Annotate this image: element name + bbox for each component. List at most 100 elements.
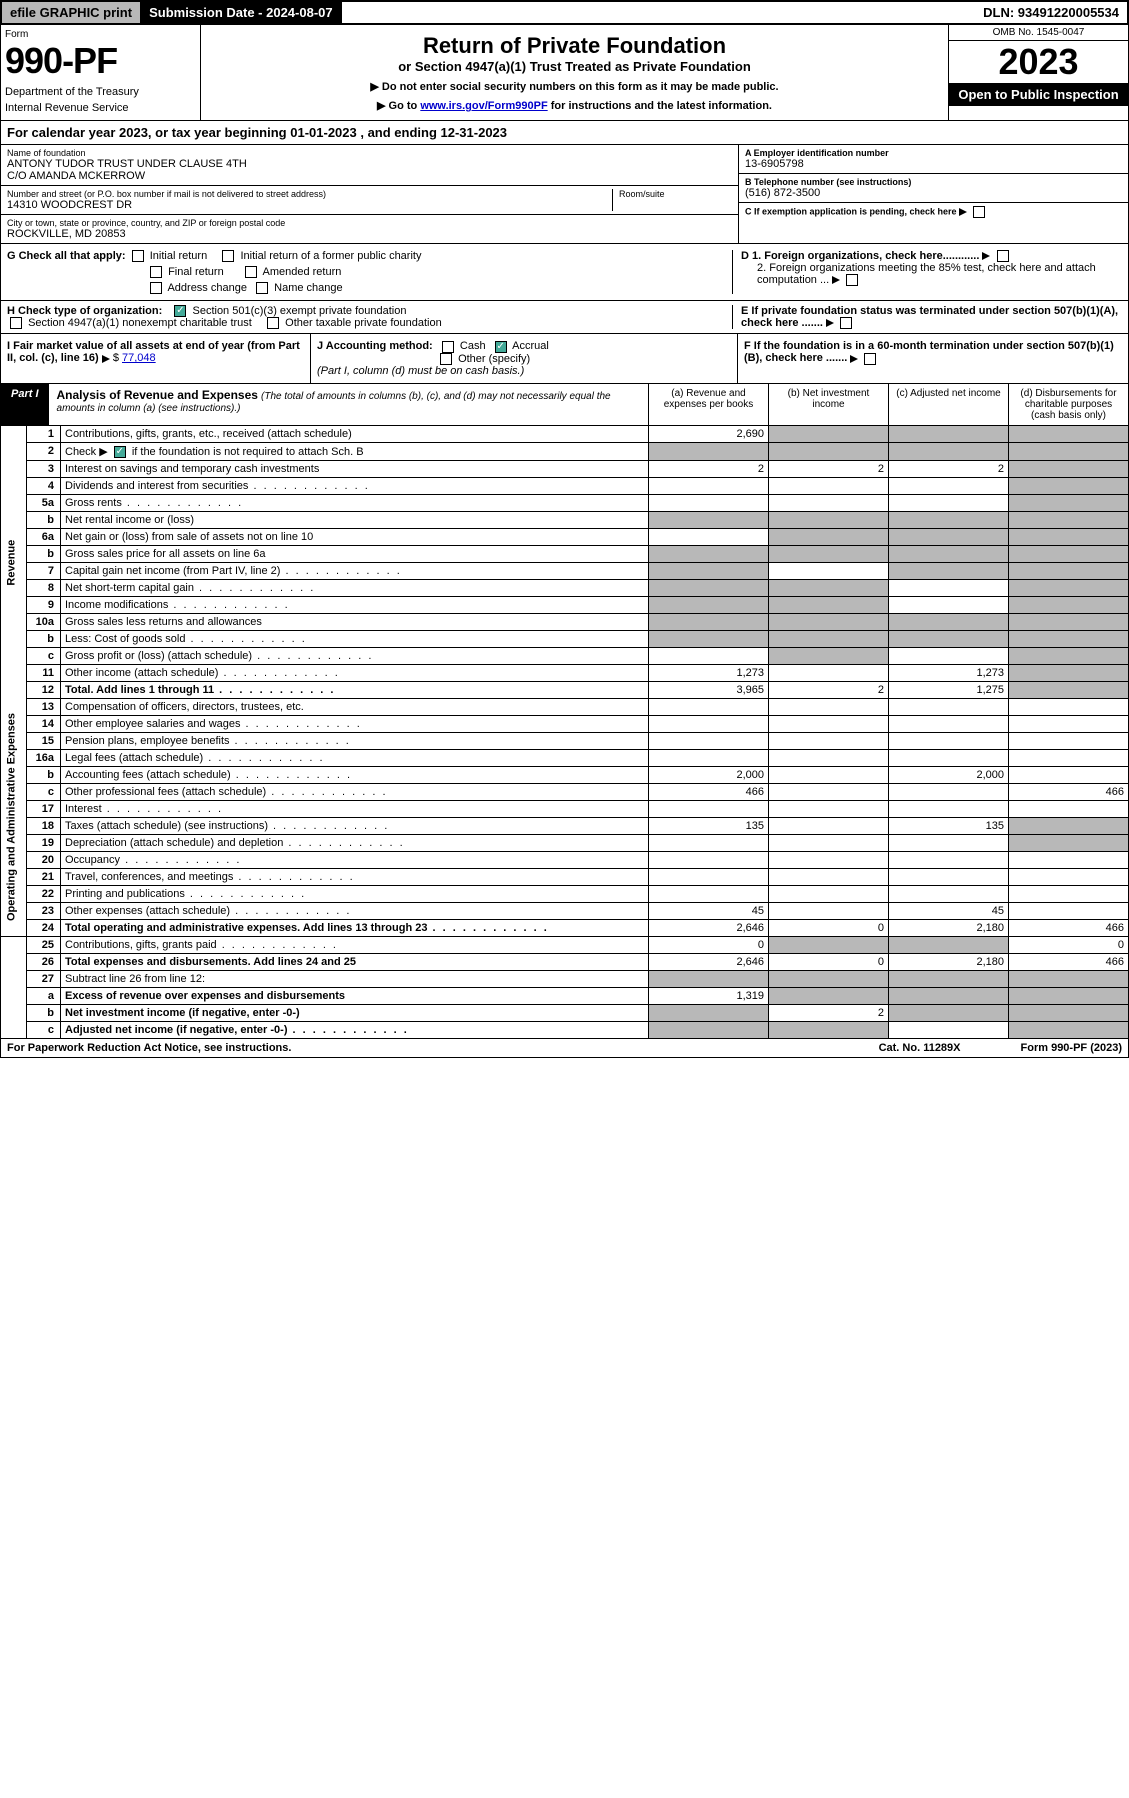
arrow-icon — [850, 355, 858, 363]
goto-note: ▶ Go to www.irs.gov/Form990PF for instru… — [209, 99, 940, 112]
foreign-org-checkbox[interactable] — [997, 250, 1009, 262]
form-label: Form — [5, 29, 196, 40]
table-row: 23Other expenses (attach schedule)4545 — [1, 902, 1129, 919]
4947-checkbox[interactable] — [10, 317, 22, 329]
accrual-checkbox[interactable] — [495, 341, 507, 353]
table-row: 21Travel, conferences, and meetings — [1, 868, 1129, 885]
table-row: 12Total. Add lines 1 through 113,96521,2… — [1, 681, 1129, 698]
arrow-icon — [832, 276, 840, 284]
d1-label: D 1. Foreign organizations, check here..… — [741, 250, 979, 262]
table-row: 22Printing and publications — [1, 885, 1129, 902]
fmv-value[interactable]: 77,048 — [122, 352, 156, 364]
arrow-icon — [959, 208, 967, 216]
form-subtitle: or Section 4947(a)(1) Trust Treated as P… — [209, 59, 940, 74]
omb-number: OMB No. 1545-0047 — [949, 25, 1128, 41]
f-label: F If the foundation is in a 60-month ter… — [744, 340, 1114, 364]
table-row: 24Total operating and administrative exp… — [1, 919, 1129, 936]
calendar-year-row: For calendar year 2023, or tax year begi… — [0, 121, 1129, 145]
expenses-label: Operating and Administrative Expenses — [1, 698, 27, 936]
initial-public-checkbox[interactable] — [222, 250, 234, 262]
dept-irs: Internal Revenue Service — [5, 102, 196, 114]
table-row: bAccounting fees (attach schedule)2,0002… — [1, 766, 1129, 783]
foundation-name-1: ANTONY TUDOR TRUST UNDER CLAUSE 4TH — [7, 158, 732, 170]
city-label: City or town, state or province, country… — [7, 218, 732, 228]
table-row: 11Other income (attach schedule)1,2731,2… — [1, 664, 1129, 681]
address-change-checkbox[interactable] — [150, 282, 162, 294]
part1-header: Part I Analysis of Revenue and Expenses … — [0, 384, 1129, 426]
name-change-checkbox[interactable] — [256, 282, 268, 294]
cash-checkbox[interactable] — [442, 341, 454, 353]
table-row: 27Subtract line 26 from line 12: — [1, 970, 1129, 987]
table-row: Revenue 1Contributions, gifts, grants, e… — [1, 426, 1129, 443]
cat-no: Cat. No. 11289X — [879, 1042, 961, 1054]
ein-value: 13-6905798 — [745, 158, 1122, 170]
revenue-label: Revenue — [1, 426, 27, 699]
exemption-checkbox[interactable] — [973, 206, 985, 218]
final-return-checkbox[interactable] — [150, 266, 162, 278]
j-note: (Part I, column (d) must be on cash basi… — [317, 365, 524, 377]
e-label: E If private foundation status was termi… — [741, 305, 1118, 329]
schb-checkbox[interactable] — [114, 446, 126, 458]
open-public: Open to Public Inspection — [949, 83, 1128, 106]
foreign-85-checkbox[interactable] — [846, 274, 858, 286]
form-number: 990-PF — [5, 40, 196, 82]
part1-badge: Part I — [1, 384, 49, 425]
table-row: 4Dividends and interest from securities — [1, 477, 1129, 494]
table-row: 20Occupancy — [1, 851, 1129, 868]
col-d-header: (d) Disbursements for charitable purpose… — [1008, 384, 1128, 425]
street-address: 14310 WOODCREST DR — [7, 199, 612, 211]
table-row: 5aGross rents — [1, 494, 1129, 511]
table-row: 8Net short-term capital gain — [1, 579, 1129, 596]
terminated-checkbox[interactable] — [840, 317, 852, 329]
form-header: Form 990-PF Department of the Treasury I… — [0, 25, 1129, 121]
table-row: 16aLegal fees (attach schedule) — [1, 749, 1129, 766]
top-bar: efile GRAPHIC print Submission Date - 20… — [0, 0, 1129, 25]
efile-print-button[interactable]: efile GRAPHIC print — [2, 2, 141, 23]
j-label: J Accounting method: — [317, 340, 433, 352]
addr-label: Number and street (or P.O. box number if… — [7, 189, 612, 199]
submission-date: Submission Date - 2024-08-07 — [141, 2, 342, 23]
foundation-name-2: C/O AMANDA MCKERROW — [7, 170, 732, 182]
check-section-g: G Check all that apply: Initial return I… — [0, 244, 1129, 301]
arrow-icon — [982, 252, 990, 260]
table-row: 3Interest on savings and temporary cash … — [1, 460, 1129, 477]
col-a-header: (a) Revenue and expenses per books — [648, 384, 768, 425]
arrow-icon — [102, 355, 110, 363]
501c3-checkbox[interactable] — [174, 305, 186, 317]
other-taxable-checkbox[interactable] — [267, 317, 279, 329]
table-row: 10aGross sales less returns and allowanc… — [1, 613, 1129, 630]
table-row: 9Income modifications — [1, 596, 1129, 613]
60month-checkbox[interactable] — [864, 353, 876, 365]
form-footer: Form 990-PF (2023) — [1021, 1042, 1122, 1054]
footer: For Paperwork Reduction Act Notice, see … — [0, 1039, 1129, 1058]
phone-label: B Telephone number (see instructions) — [745, 177, 1122, 187]
h-label: H Check type of organization: — [7, 305, 162, 317]
table-row: cGross profit or (loss) (attach schedule… — [1, 647, 1129, 664]
col-c-header: (c) Adjusted net income — [888, 384, 1008, 425]
name-label: Name of foundation — [7, 148, 732, 158]
dln: DLN: 93491220005534 — [975, 2, 1127, 23]
table-row: 15Pension plans, employee benefits — [1, 732, 1129, 749]
part1-title: Analysis of Revenue and Expenses — [57, 388, 258, 402]
table-row: bNet investment income (if negative, ent… — [1, 1004, 1129, 1021]
other-method-checkbox[interactable] — [440, 353, 452, 365]
table-row: bGross sales price for all assets on lin… — [1, 545, 1129, 562]
table-row: aExcess of revenue over expenses and dis… — [1, 987, 1129, 1004]
ein-label: A Employer identification number — [745, 148, 1122, 158]
city-state-zip: ROCKVILLE, MD 20853 — [7, 228, 732, 240]
table-row: bNet rental income or (loss) — [1, 511, 1129, 528]
col-b-header: (b) Net investment income — [768, 384, 888, 425]
ssn-note: ▶ Do not enter social security numbers o… — [209, 80, 940, 93]
initial-return-checkbox[interactable] — [132, 250, 144, 262]
table-row: 6aNet gain or (loss) from sale of assets… — [1, 528, 1129, 545]
g-label: G Check all that apply: — [7, 250, 126, 262]
table-row: 18Taxes (attach schedule) (see instructi… — [1, 817, 1129, 834]
irs-link[interactable]: www.irs.gov/Form990PF — [420, 100, 547, 112]
d2-label: 2. Foreign organizations meeting the 85%… — [757, 262, 1096, 286]
hij-section: I Fair market value of all assets at end… — [0, 334, 1129, 383]
table-row: 17Interest — [1, 800, 1129, 817]
check-section-h: H Check type of organization: Section 50… — [0, 301, 1129, 334]
arrow-icon — [826, 319, 834, 327]
table-row: 19Depreciation (attach schedule) and dep… — [1, 834, 1129, 851]
amended-return-checkbox[interactable] — [245, 266, 257, 278]
